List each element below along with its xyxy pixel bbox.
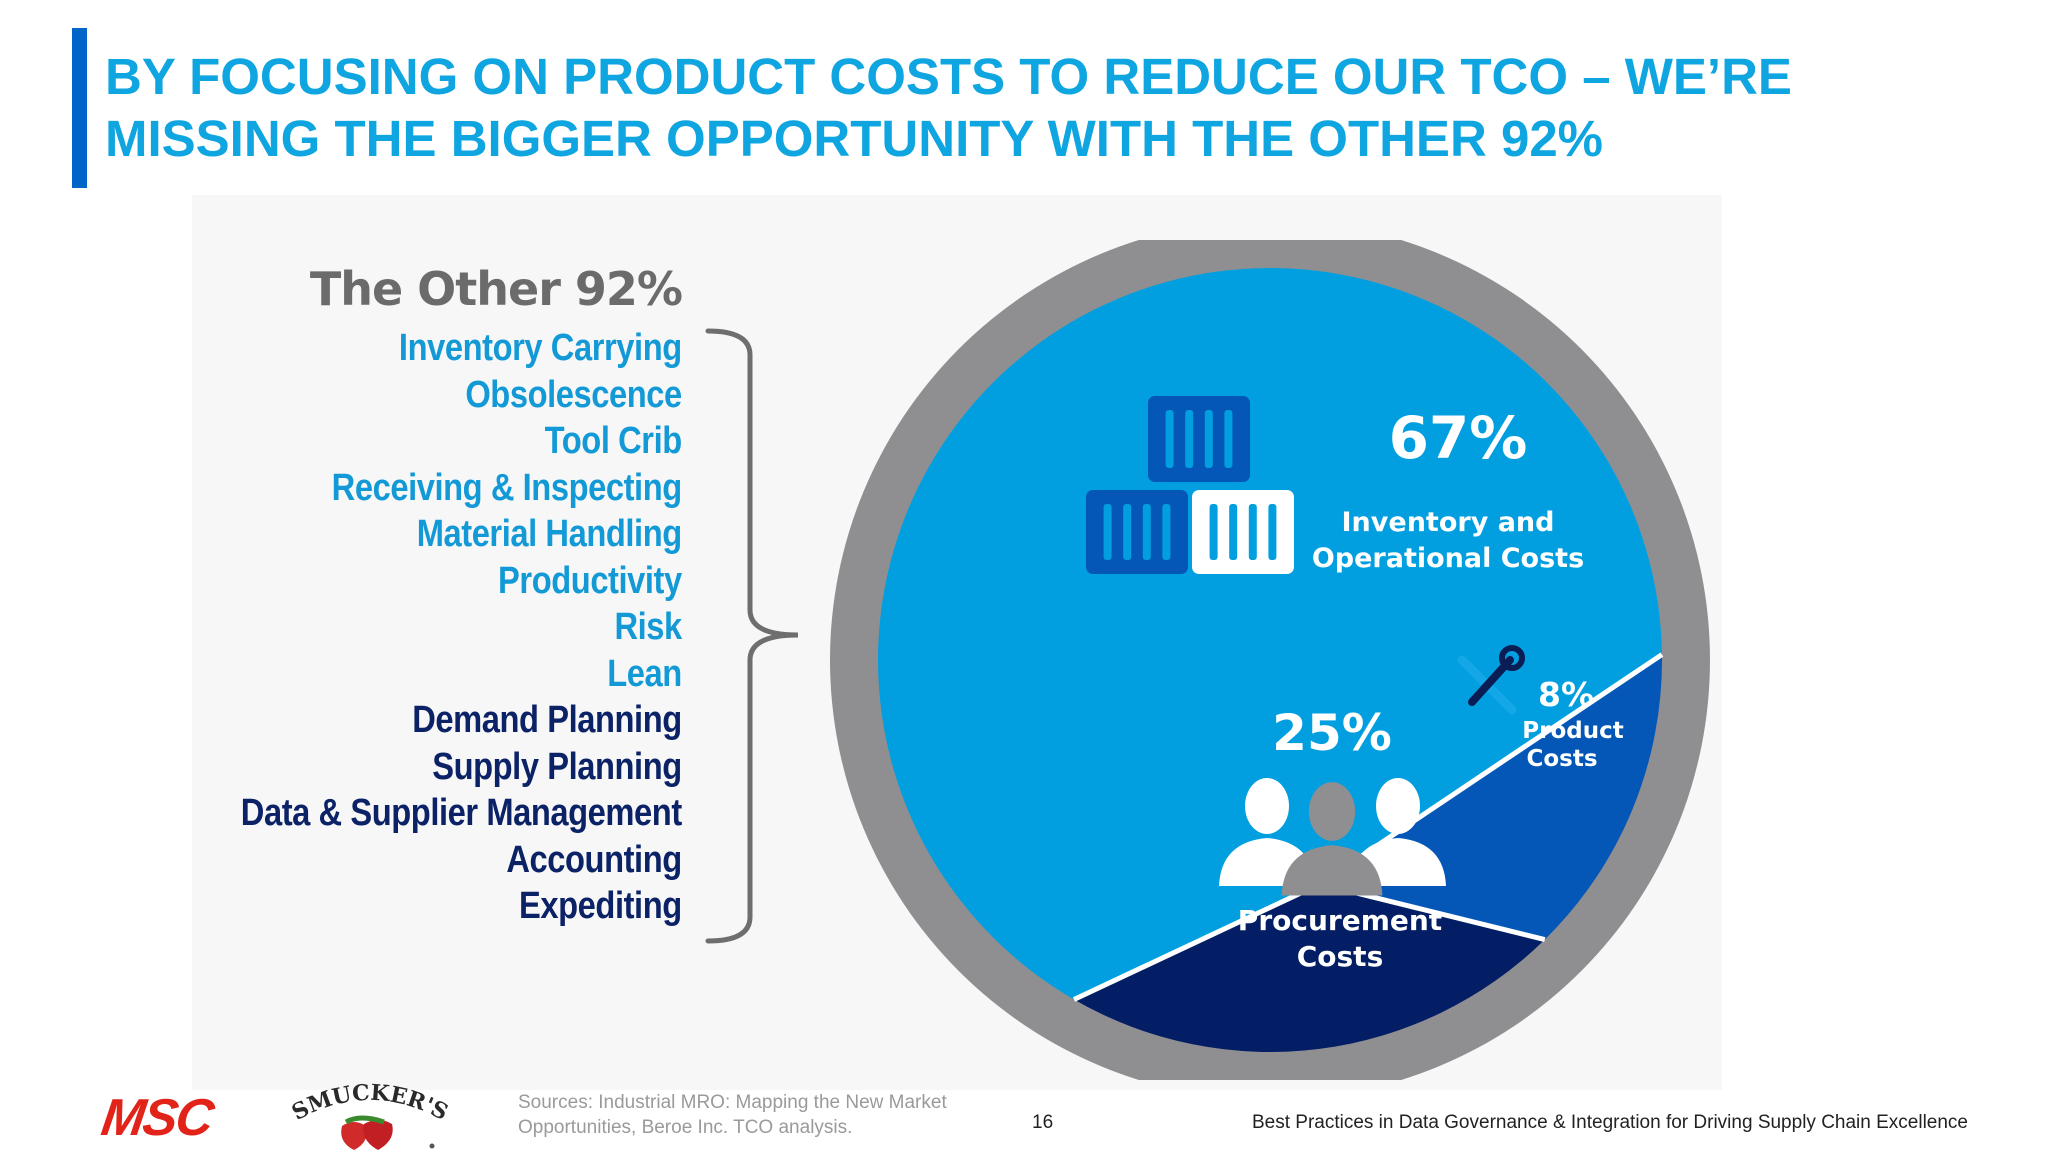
cost-item: Risk xyxy=(614,606,683,648)
msc-logo: MSC xyxy=(97,1089,216,1147)
cost-item: Expediting xyxy=(519,885,682,927)
slice-inventory-operational xyxy=(878,267,1662,1000)
cost-item: Demand Planning xyxy=(412,699,682,741)
slice-label: Costs xyxy=(1526,746,1597,772)
tools-icon xyxy=(1457,645,1525,715)
page-number: 16 xyxy=(1032,1112,1054,1133)
cost-item: Obsolescence xyxy=(465,373,683,416)
cost-item: Supply Planning xyxy=(432,745,682,788)
slice-label: Operational Costs xyxy=(1312,543,1584,574)
slice-label: Inventory and xyxy=(1342,507,1555,538)
cost-item: Tool Crib xyxy=(544,420,683,462)
cost-item: Receiving & Inspecting xyxy=(331,466,683,509)
slice-label: Costs xyxy=(1297,940,1384,973)
slice-separator xyxy=(1072,881,1322,1002)
cost-pie-chart: 67% Inventory and Operational Costs 8% Produ… xyxy=(830,240,1710,1080)
cost-item: Productivity xyxy=(498,559,682,602)
cost-item-list: Inventory Carrying Obsolescence Tool Crib R… xyxy=(169,325,682,930)
slice-procurement-costs xyxy=(1074,884,1545,1052)
cost-item: Accounting xyxy=(506,838,683,881)
slice-value-label: 25% xyxy=(1272,704,1392,762)
slice-value-label: 8% xyxy=(1538,675,1594,714)
other-heading: The Other 92% xyxy=(309,262,683,316)
footer-tagline: Best Practices in Data Governance & Inte… xyxy=(1251,1112,1968,1133)
title-accent-bar xyxy=(72,28,87,188)
strawberry-icon xyxy=(341,1115,393,1150)
sources-note: Sources: Industrial MRO: Mapping the New… xyxy=(518,1092,947,1138)
smuckers-logo: SMUCKER'S xyxy=(288,1080,452,1150)
cost-item: Data & Supplier Management xyxy=(241,792,682,834)
slice-label: Product xyxy=(1522,718,1623,744)
cost-item: Lean xyxy=(607,652,682,695)
slice-value-label: 67% xyxy=(1389,404,1528,472)
shipping-containers-icon xyxy=(1086,396,1294,574)
cost-item: Material Handling xyxy=(416,513,682,555)
curly-bracket xyxy=(705,328,799,944)
slice-label: Procurement xyxy=(1238,904,1442,937)
people-icon xyxy=(1219,778,1446,896)
cost-item: Inventory Carrying xyxy=(399,327,682,369)
slide-title: By focusing on product costs to reduce o… xyxy=(105,48,1792,167)
